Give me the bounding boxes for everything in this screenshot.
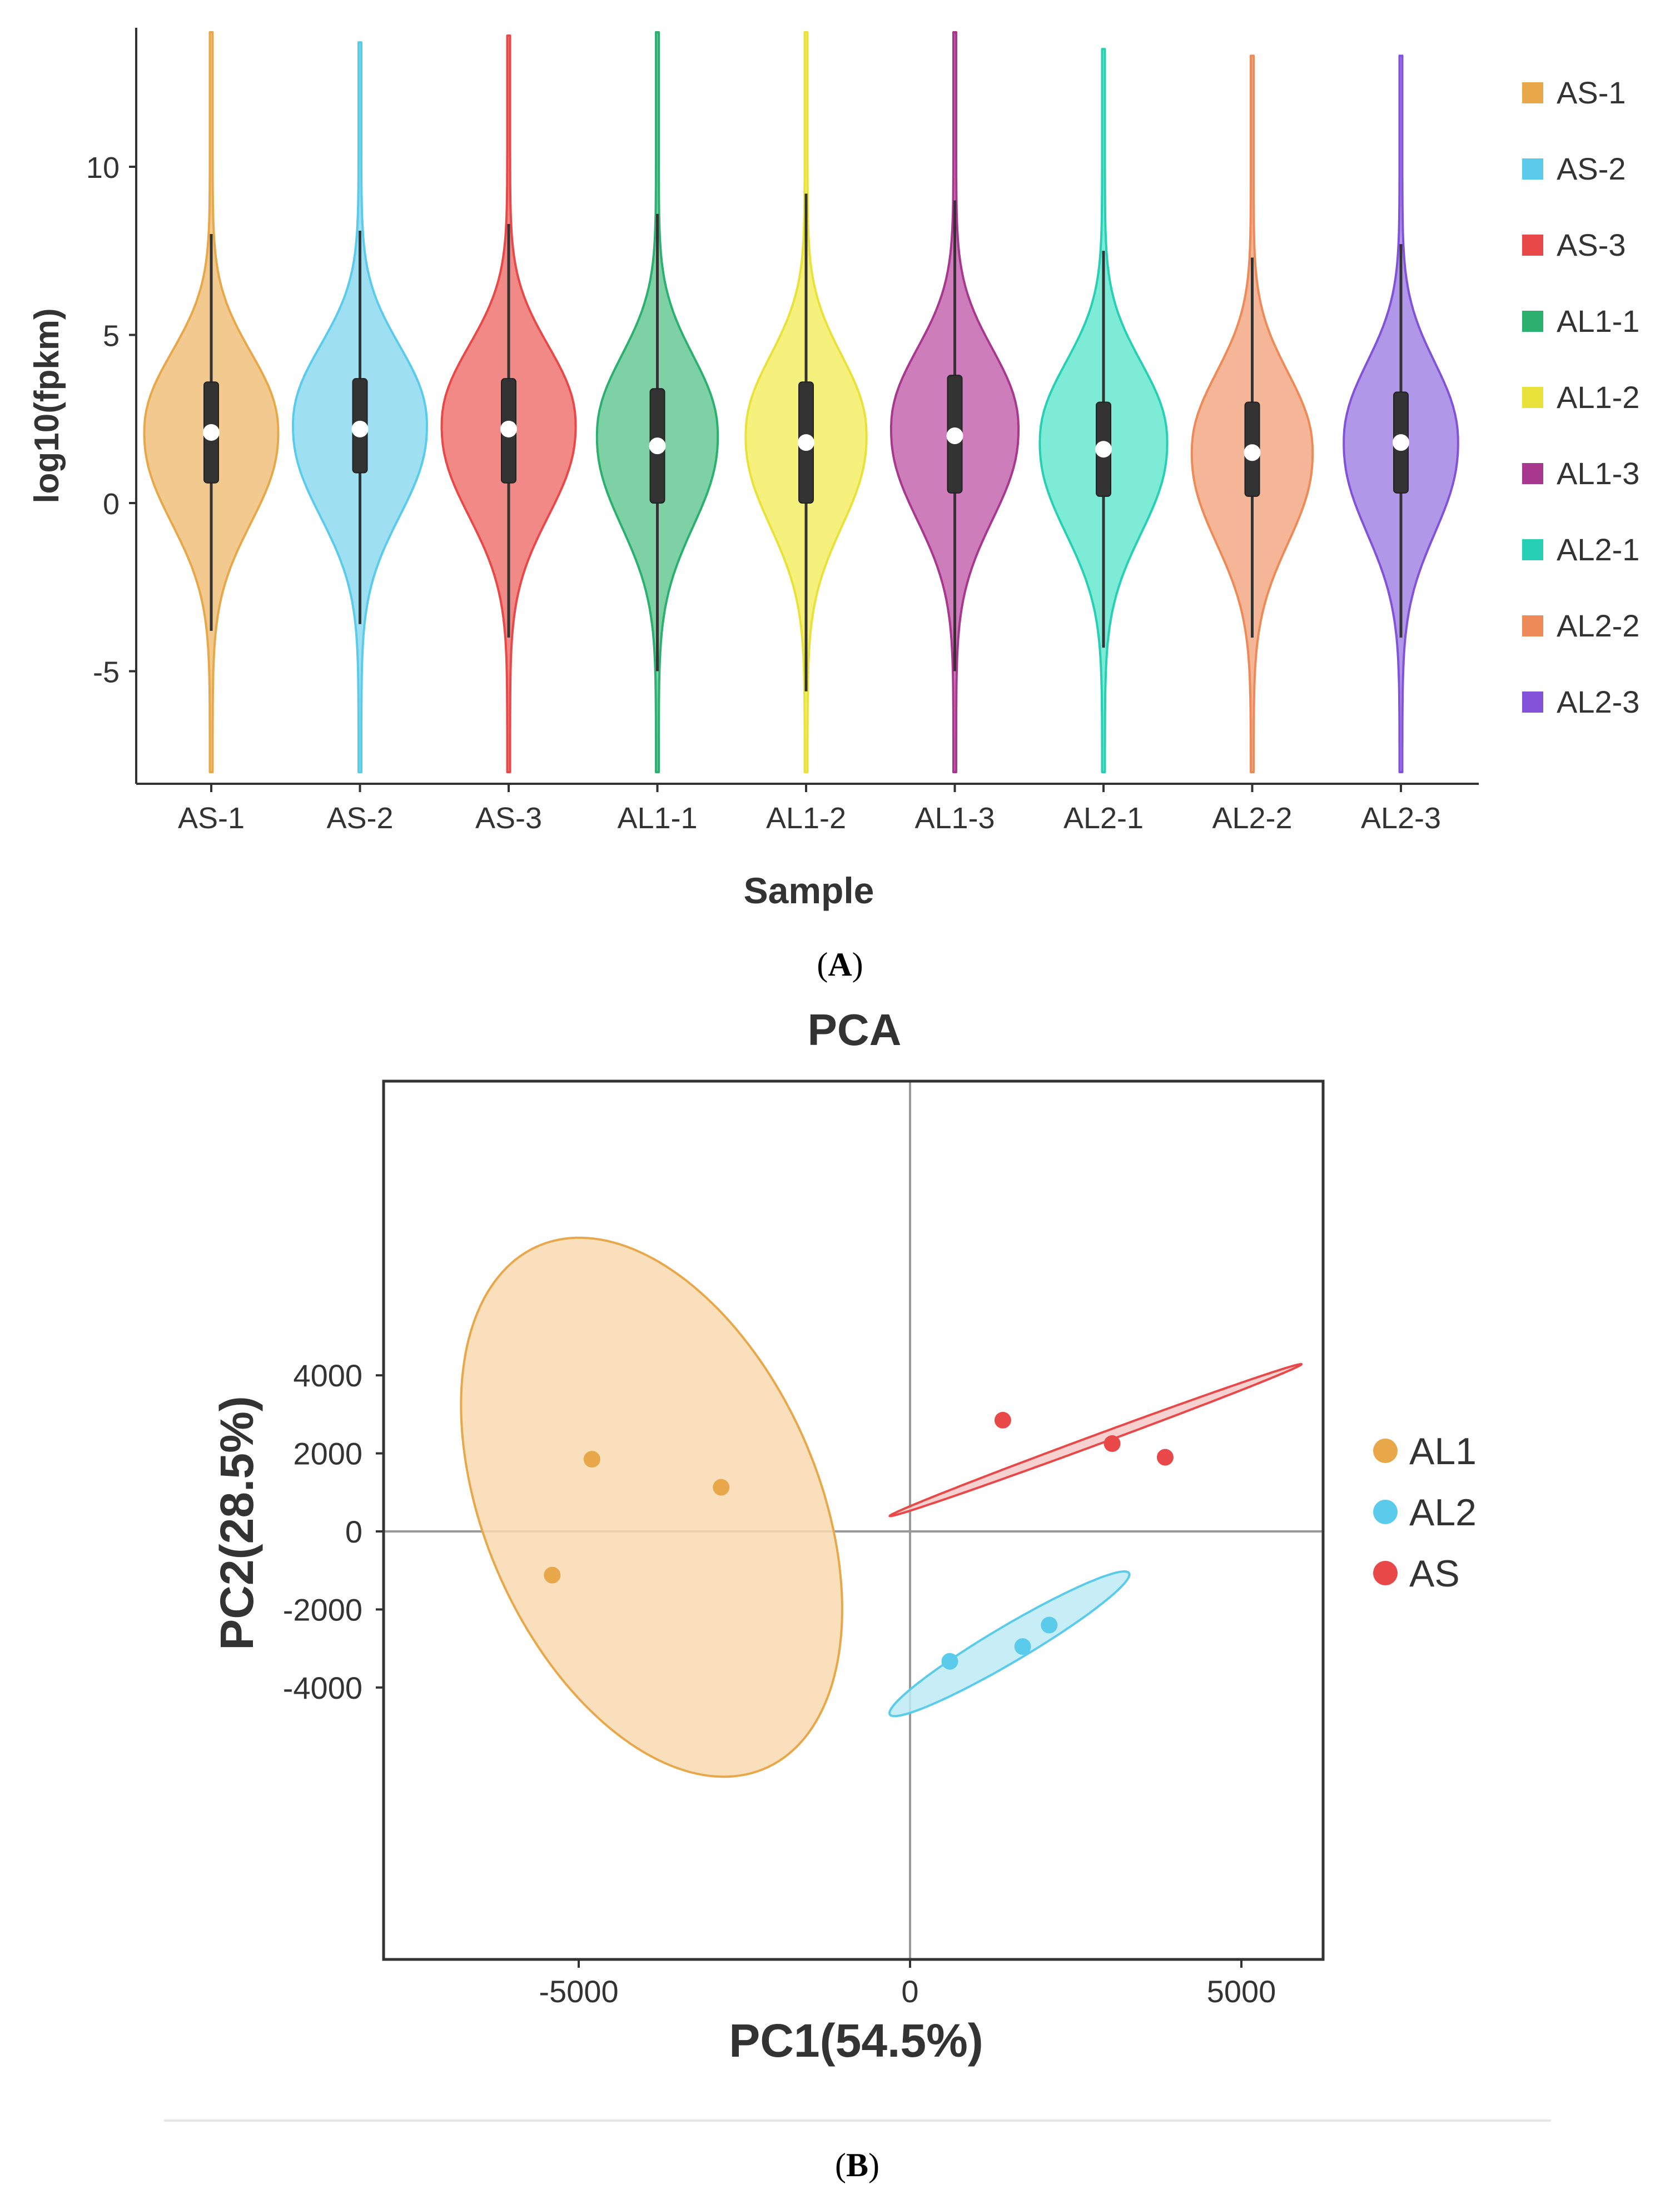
legend-marker-as	[1373, 1561, 1398, 1585]
point-al2	[1014, 1638, 1031, 1655]
point-al1	[713, 1479, 730, 1496]
x-tick-label: AL2-1	[1063, 802, 1144, 835]
legend-marker-al1	[1373, 1439, 1398, 1463]
y-tick-label: -4000	[283, 1670, 362, 1705]
x-axis-title: PC1(54.5%)	[729, 2014, 983, 2067]
legend-label-al2-2: AL2-2	[1557, 608, 1639, 643]
legend-label-al1-3: AL1-3	[1557, 456, 1639, 491]
y-tick-label: -2000	[283, 1592, 362, 1627]
legend-swatch-as-2	[1522, 158, 1543, 180]
point-al2	[1041, 1616, 1058, 1634]
legend-swatch-al1-2	[1522, 387, 1543, 408]
median-al2-1	[1095, 441, 1112, 458]
legend-label-as-2: AS-2	[1557, 151, 1626, 186]
legend-label-al1-1: AL1-1	[1557, 304, 1639, 339]
x-tick-label: AL1-2	[766, 802, 846, 835]
y-axis-title: PC2(28.5%)	[211, 1396, 263, 1650]
point-as	[1156, 1449, 1174, 1466]
legend-label-al2-1: AL2-1	[1557, 532, 1639, 567]
median-al1-1	[649, 437, 666, 455]
x-tick-label: AL1-3	[914, 802, 995, 835]
legend-swatch-al2-3	[1522, 691, 1543, 713]
plot-border	[382, 1079, 1325, 1961]
legend-label-al1: AL1	[1409, 1430, 1477, 1472]
legend-swatch-al1-3	[1522, 463, 1543, 484]
median-al1-3	[946, 427, 963, 444]
y-axis-title: log10(fpkm)	[28, 308, 66, 503]
y-tick-label: 10	[86, 151, 120, 185]
legend-swatch-as-3	[1522, 235, 1543, 256]
pca-chart: PCA -4000 -2000 0 2000 4000 -5000 0 5000 PC1(5…	[164, 1005, 1551, 2183]
y-tick-label: -5	[93, 656, 120, 689]
median-al2-2	[1244, 444, 1261, 461]
y-axis-ticks: -5 0 5 10	[86, 151, 136, 689]
legend-swatch-al2-2	[1522, 615, 1543, 636]
median-as-3	[500, 420, 517, 437]
y-tick-label: 5	[103, 320, 120, 353]
ellipse-al2	[888, 1570, 1131, 1718]
confidence-ellipses	[460, 1236, 1303, 1778]
median-as-2	[351, 420, 369, 437]
chart-title: PCA	[808, 1005, 902, 1054]
legend-label-al2-3: AL2-3	[1557, 684, 1639, 719]
legend-label-al2: AL2	[1409, 1491, 1477, 1534]
y-tick-label: 4000	[293, 1358, 362, 1393]
point-al1	[544, 1566, 561, 1584]
x-axis-ticks: -5000 0 5000	[539, 1959, 1276, 2009]
legend-swatch-as-1	[1522, 82, 1543, 103]
violin-series-group	[143, 31, 1459, 773]
legend-label-as: AS	[1409, 1553, 1460, 1595]
point-as	[1104, 1435, 1121, 1452]
panel-label-a: (A)	[817, 946, 863, 983]
panel-label-b: (B)	[835, 2147, 879, 2183]
legend-swatch-al1-1	[1522, 311, 1543, 332]
median-al1-2	[798, 434, 814, 451]
legend: AS-1 AS-2 AS-3 AL1-1 AL1-2 AL1-3 AL2-1 AL2-2 AL2…	[1522, 75, 1639, 719]
x-tick-label: -5000	[539, 1974, 618, 2009]
x-axis-title: Sample	[744, 870, 874, 911]
x-tick-label: AL2-3	[1361, 802, 1441, 835]
x-axis-ticks: AS-1 AS-2 AS-3 AL1-1 AL1-2 AL1-3 AL2-1 AL2-2 AL2…	[178, 784, 1441, 835]
point-al1	[583, 1451, 600, 1468]
legend-swatch-al2-1	[1522, 539, 1543, 560]
y-axis-ticks: -4000 -2000 0 2000 4000	[283, 1358, 384, 1705]
legend-label-as-1: AS-1	[1557, 75, 1626, 110]
y-tick-label: 0	[103, 487, 120, 521]
ellipse-al1	[460, 1236, 843, 1778]
median-al2-3	[1393, 434, 1409, 451]
ellipse-as	[888, 1363, 1303, 1518]
x-tick-label: 0	[901, 1974, 918, 2009]
legend-label-as-3: AS-3	[1557, 227, 1626, 262]
x-tick-label: AL1-1	[617, 802, 697, 835]
x-tick-label: 5000	[1207, 1974, 1276, 2009]
x-tick-label: AS-2	[326, 802, 393, 835]
y-tick-label: 0	[345, 1514, 362, 1549]
legend-marker-al2	[1373, 1500, 1398, 1524]
x-tick-label: AS-3	[475, 802, 542, 835]
legend: AL1 AL2 AS	[1373, 1430, 1477, 1595]
point-al2	[941, 1653, 958, 1670]
y-tick-label: 2000	[293, 1436, 362, 1471]
scatter-points	[544, 1411, 1174, 1670]
legend-label-al1-2: AL1-2	[1557, 380, 1639, 415]
point-as	[994, 1411, 1011, 1429]
x-tick-label: AS-1	[178, 802, 245, 835]
x-tick-label: AL2-2	[1212, 802, 1292, 835]
median-as-1	[203, 424, 220, 441]
